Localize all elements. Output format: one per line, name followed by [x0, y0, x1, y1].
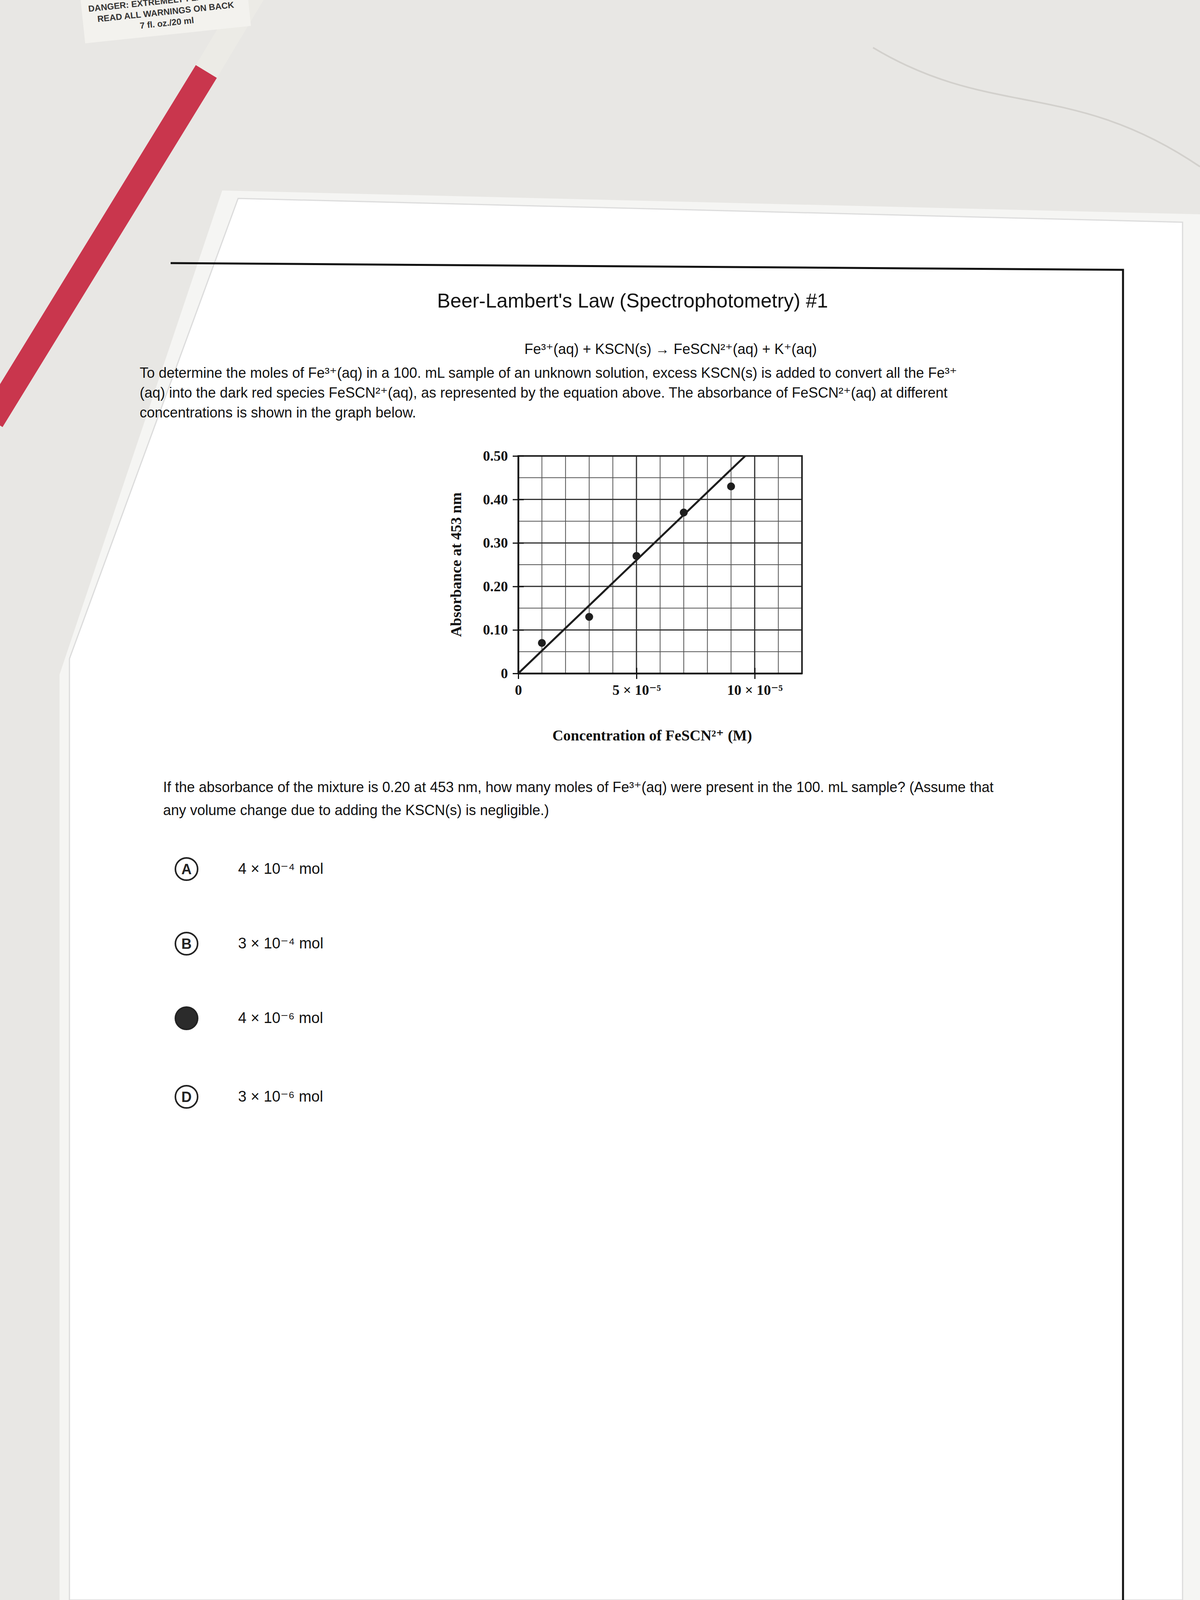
grid-line: [753, 455, 756, 674]
chart: 0 5 × 10⁻⁵ 10 × 10⁻⁵ 0 0.10 0.20 0.30 0.40 0.50 C…: [447, 448, 803, 745]
bottle-label: DANGER: EXTREMELY FLAMMABLEREAD ALL WARN…: [80, 0, 251, 44]
minor-grid-line: [517, 455, 519, 674]
tick: 0.30: [482, 534, 524, 551]
data-point: [585, 613, 594, 622]
minor-grid-line: [518, 542, 802, 544]
tick-label: 0.40: [482, 491, 508, 508]
choice-bubble[interactable]: [175, 1007, 198, 1030]
choice-letter: A: [181, 861, 192, 878]
y-axis-title: Absorbance at 453 nm: [447, 492, 465, 637]
marks: [518, 455, 746, 674]
tick-mark: [512, 629, 524, 631]
paper-under: [59, 190, 1200, 1600]
axis-line: [517, 456, 520, 674]
grid-line: [518, 673, 802, 675]
tick-mark: [512, 455, 524, 457]
title: Beer-Lambert's Law (Spectrophotometry) #…: [437, 289, 829, 312]
tick-mark: [512, 542, 524, 544]
minor-grid-line: [518, 477, 802, 479]
grid: [518, 455, 802, 674]
tick: 0.10: [482, 621, 524, 638]
minor-grid-line: [518, 629, 802, 631]
data-point: [726, 482, 735, 491]
tick-label: 0.30: [482, 534, 508, 551]
minor-grid-line: [518, 564, 802, 566]
marble-vein: [873, 47, 1200, 167]
minor-grid-line: [754, 455, 756, 674]
minor-grid-line: [518, 499, 802, 500]
tick-label: 10 × 10⁻⁵: [726, 682, 783, 699]
tick-label: 0: [500, 665, 508, 682]
x-axis-title: Concentration of FeSCN²⁺ (M): [552, 726, 752, 745]
choice-text: 4 × 10⁻⁶ mol: [238, 1009, 324, 1027]
grid-line: [635, 455, 637, 674]
tick: 0: [500, 665, 524, 682]
tick-label: 0.20: [482, 578, 508, 595]
fit-line: [518, 455, 746, 674]
bottle-text: 7 fl. oz./20 ml: [139, 15, 195, 31]
intro-line: (aq) into the dark red species FeSCN²⁺(a…: [139, 384, 948, 401]
minor-grid-line: [518, 607, 802, 609]
choice-letter: B: [181, 935, 192, 952]
tick-label: 0.50: [482, 448, 508, 464]
grid-line: [517, 455, 520, 674]
minor-grid-line: [518, 673, 802, 674]
data-point: [538, 638, 547, 647]
tick-mark: [754, 667, 756, 679]
y-axis: 0 0.10 0.20 0.30 0.40 0.50: [482, 448, 524, 682]
minor-grid-line: [518, 651, 802, 652]
tick: 0.40: [482, 491, 524, 508]
tick: 0.50: [482, 448, 524, 464]
question-line: If the absorbance of the mixture is 0.20…: [163, 778, 994, 796]
question-line: any volume change due to adding the KSCN…: [163, 801, 550, 819]
choice[interactable]: D 3 × 10⁻⁶ mol: [175, 1085, 324, 1108]
choice[interactable]: A 4 × 10⁻⁴ mol: [175, 857, 324, 881]
paper: [69, 198, 1183, 1600]
tick-mark: [636, 667, 638, 679]
plot-frame: [518, 455, 802, 674]
choice[interactable]: 4 × 10⁻⁶ mol: [175, 1007, 324, 1030]
choice-text: 4 × 10⁻⁴ mol: [238, 860, 324, 877]
axis-line: [518, 673, 803, 675]
intro-line: To determine the moles of Fe³⁺(aq) in a …: [139, 364, 958, 381]
choice-bubble[interactable]: [175, 932, 198, 955]
minor-grid-line: [636, 455, 637, 674]
minor-grid-line: [518, 520, 802, 522]
tick: 10 × 10⁻⁵: [726, 667, 783, 699]
grid-line: [518, 629, 802, 631]
tick-label: 0.10: [482, 621, 508, 638]
choice-bubble[interactable]: [175, 857, 198, 881]
background: [0, 0, 1200, 1600]
x-axis: 0 5 × 10⁻⁵ 10 × 10⁻⁵: [515, 667, 803, 699]
page: DANGER: EXTREMELY FLAMMABLEREAD ALL WARN…: [0, 0, 1200, 1600]
tick-label: 5 × 10⁻⁵: [612, 682, 662, 699]
tick: 0.20: [482, 578, 524, 595]
choice-text: 3 × 10⁻⁶ mol: [238, 1088, 324, 1105]
tick-mark: [512, 499, 524, 501]
choice[interactable]: B 3 × 10⁻⁴ mol: [175, 932, 324, 955]
tick-mark: [512, 586, 524, 588]
grid-line: [518, 585, 802, 587]
choice-letter: D: [181, 1088, 192, 1106]
grid-line: [518, 498, 802, 500]
tick-label: 0: [515, 682, 523, 699]
bottle: [80, 0, 251, 44]
minor-grid-line: [518, 586, 802, 587]
choice-bubble[interactable]: [175, 1085, 198, 1108]
intro-line: concentrations is shown in the graph bel…: [139, 404, 416, 421]
equation: Fe³⁺(aq) + KSCN(s) → FeSCN²⁺(aq) + K⁺(aq…: [524, 340, 817, 358]
tick: 5 × 10⁻⁵: [612, 667, 662, 699]
grid-line: [518, 542, 802, 544]
choice-text: 3 × 10⁻⁴ mol: [238, 934, 324, 952]
header-frame: [170, 263, 1124, 1600]
